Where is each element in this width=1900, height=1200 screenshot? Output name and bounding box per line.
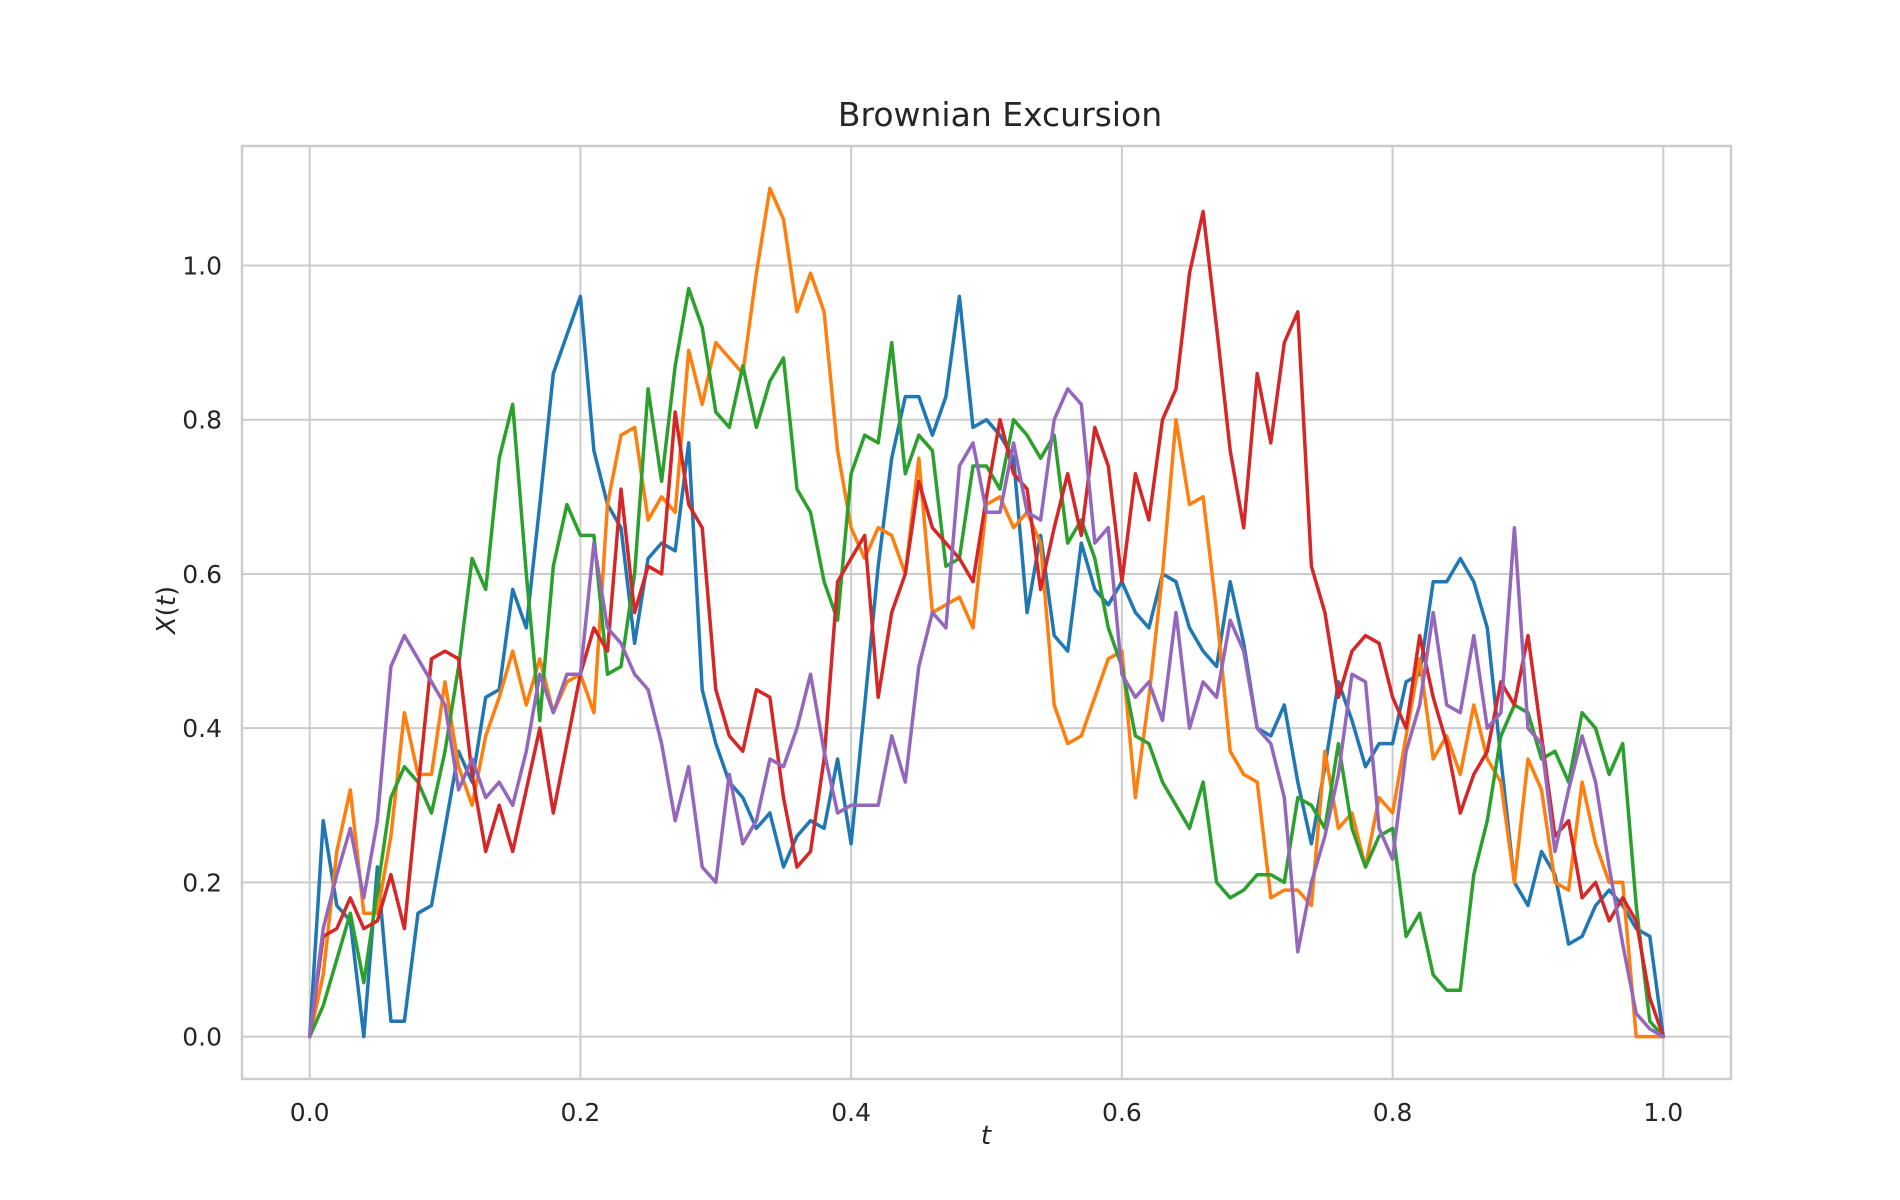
x-tick-label: 0.8 (1373, 1098, 1413, 1127)
grid (242, 146, 1731, 1079)
x-tick-labels: 0.0 0.2 0.4 0.6 0.8 1.0 (290, 1098, 1683, 1127)
y-axis-label: X(t) (152, 586, 182, 636)
y-tick-label: 0.8 (182, 406, 222, 435)
x-tick-label: 1.0 (1643, 1098, 1683, 1127)
x-tick-label: 0.2 (561, 1098, 601, 1127)
x-tick-label: 0.6 (1102, 1098, 1142, 1127)
series-line-5 (307, 387, 1666, 1039)
y-tick-label: 0.2 (182, 868, 222, 897)
plot-frame (240, 144, 1733, 1081)
y-tick-label: 1.0 (182, 252, 222, 281)
y-tick-labels: 0.0 0.2 0.4 0.6 0.8 1.0 (182, 252, 222, 1052)
y-tick-label: 0.6 (182, 560, 222, 589)
series-line-4 (307, 209, 1666, 1039)
series-line-3 (307, 286, 1666, 1039)
x-axis-label: t (981, 1121, 992, 1151)
chart-title: Brownian Excursion (838, 95, 1162, 134)
series-lines (307, 186, 1666, 1039)
x-tick-label: 0.0 (290, 1098, 330, 1127)
series-line-1 (307, 294, 1666, 1039)
y-tick-label: 0.4 (182, 714, 222, 743)
y-tick-label: 0.0 (182, 1023, 222, 1052)
x-tick-label: 0.4 (831, 1098, 871, 1127)
series-line-2 (307, 186, 1666, 1039)
